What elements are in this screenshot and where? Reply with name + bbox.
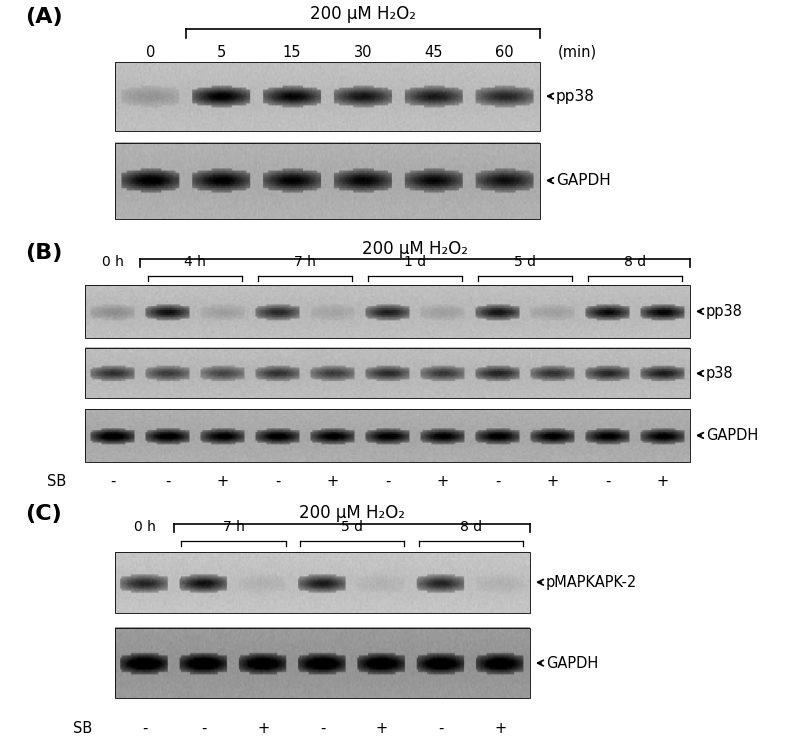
Text: 0 h: 0 h xyxy=(102,255,123,269)
Text: SB: SB xyxy=(73,722,92,736)
Text: 7 h: 7 h xyxy=(294,255,316,269)
Text: 200 μM H₂O₂: 200 μM H₂O₂ xyxy=(310,5,416,23)
Text: -: - xyxy=(438,722,444,736)
Text: -: - xyxy=(385,474,390,489)
Text: +: + xyxy=(326,474,338,489)
Bar xyxy=(115,552,530,612)
Text: 45: 45 xyxy=(425,44,443,60)
Text: -: - xyxy=(275,474,280,489)
Text: 0: 0 xyxy=(146,44,155,60)
Bar xyxy=(115,627,530,698)
Text: -: - xyxy=(110,474,115,489)
Text: (B): (B) xyxy=(25,243,62,263)
Text: 7 h: 7 h xyxy=(222,520,245,535)
Text: pp38: pp38 xyxy=(556,89,595,104)
Text: -: - xyxy=(202,722,206,736)
Bar xyxy=(85,348,690,399)
Text: +: + xyxy=(494,722,506,736)
Text: GAPDH: GAPDH xyxy=(546,655,598,670)
Text: 5 d: 5 d xyxy=(514,255,536,269)
Text: 200 μM H₂O₂: 200 μM H₂O₂ xyxy=(362,240,468,258)
Text: 200 μM H₂O₂: 200 μM H₂O₂ xyxy=(299,504,405,522)
Text: +: + xyxy=(217,474,229,489)
Text: pp38: pp38 xyxy=(706,304,743,319)
Bar xyxy=(115,62,540,130)
Text: GAPDH: GAPDH xyxy=(556,173,610,188)
Text: 5: 5 xyxy=(217,44,226,60)
Text: 5 d: 5 d xyxy=(341,520,363,535)
Text: 15: 15 xyxy=(283,44,302,60)
Text: +: + xyxy=(257,722,270,736)
Bar xyxy=(85,285,690,338)
Text: -: - xyxy=(320,722,325,736)
Text: +: + xyxy=(546,474,558,489)
Text: 8 d: 8 d xyxy=(624,255,646,269)
Text: 1 d: 1 d xyxy=(404,255,426,269)
Text: +: + xyxy=(437,474,449,489)
Text: pMAPKAPK-2: pMAPKAPK-2 xyxy=(546,575,638,590)
Text: 0 h: 0 h xyxy=(134,520,155,535)
Text: -: - xyxy=(165,474,170,489)
Text: 30: 30 xyxy=(354,44,372,60)
Text: (C): (C) xyxy=(25,504,62,524)
Text: p38: p38 xyxy=(706,366,734,381)
Text: -: - xyxy=(605,474,610,489)
Bar xyxy=(85,409,690,461)
Text: -: - xyxy=(495,474,500,489)
Text: -: - xyxy=(142,722,147,736)
Text: 4 h: 4 h xyxy=(184,255,206,269)
Text: GAPDH: GAPDH xyxy=(706,428,758,443)
Text: +: + xyxy=(376,722,388,736)
Text: SB: SB xyxy=(47,474,66,489)
Text: (A): (A) xyxy=(25,7,62,27)
Text: +: + xyxy=(657,474,669,489)
Text: 60: 60 xyxy=(495,44,514,60)
Text: 8 d: 8 d xyxy=(460,520,482,535)
Text: (min): (min) xyxy=(558,44,597,60)
Bar xyxy=(115,143,540,219)
